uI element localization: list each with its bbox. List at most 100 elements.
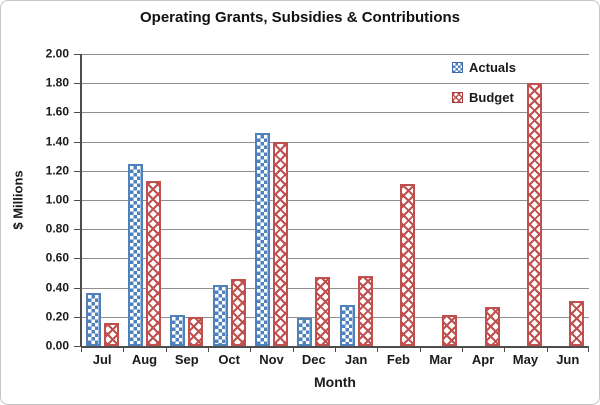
gridline bbox=[81, 83, 589, 85]
y-tick-label: 0.40 bbox=[45, 280, 69, 295]
x-tick-label: Mar bbox=[429, 352, 453, 367]
x-tick-label: Jun bbox=[556, 352, 580, 367]
bar-budget-feb bbox=[399, 183, 415, 346]
gridline bbox=[81, 54, 589, 55]
gridline bbox=[81, 258, 589, 260]
bar-group-jun bbox=[547, 54, 589, 346]
y-tick-label: 0.20 bbox=[45, 309, 69, 324]
y-tick bbox=[74, 346, 80, 347]
y-axis-labels: 2.00 1.80 1.60 1.40 1.20 1.00 0.80 0.60 0.40 0.20… bbox=[1, 47, 75, 353]
x-tick bbox=[546, 347, 548, 352]
y-tick-label: 1.60 bbox=[45, 105, 69, 120]
x-tick bbox=[123, 347, 125, 352]
bar-budget-dec bbox=[315, 277, 331, 346]
bar-group-may bbox=[504, 54, 546, 346]
bar-budget-mar bbox=[442, 315, 458, 346]
x-tick-label: May bbox=[512, 352, 539, 367]
x-axis-title: Month bbox=[314, 374, 356, 390]
x-tick bbox=[81, 347, 82, 352]
bar-actuals-oct bbox=[212, 284, 228, 346]
bar-group-apr bbox=[462, 54, 504, 346]
bar-budget-oct bbox=[230, 278, 246, 346]
y-tick-label: 1.80 bbox=[45, 75, 69, 90]
bar-group-feb bbox=[377, 54, 419, 346]
y-tick bbox=[74, 141, 80, 143]
x-tick bbox=[377, 347, 379, 352]
x-tick-label: Dec bbox=[301, 352, 326, 367]
bar-actuals-dec bbox=[297, 318, 313, 346]
bar-group-nov bbox=[250, 54, 292, 346]
x-tick-label: Nov bbox=[259, 352, 284, 367]
x-tick bbox=[419, 347, 421, 352]
bar-budget-aug bbox=[145, 181, 161, 346]
gridline bbox=[81, 200, 589, 201]
actuals-swatch-icon bbox=[452, 62, 463, 73]
bar-budget-jan bbox=[357, 275, 373, 346]
bar-group-jul bbox=[81, 54, 123, 346]
y-tick-label: 1.00 bbox=[45, 192, 69, 207]
bar-group-mar bbox=[420, 54, 462, 346]
y-tick bbox=[74, 54, 80, 55]
gridline bbox=[81, 287, 589, 289]
legend-label-actuals: Actuals bbox=[469, 60, 516, 75]
bar-actuals-jul bbox=[85, 293, 101, 346]
x-tick bbox=[292, 347, 294, 352]
x-tick-label: Sep bbox=[174, 352, 199, 367]
y-tick bbox=[74, 170, 80, 172]
bar-group-oct bbox=[208, 54, 250, 346]
x-tick bbox=[335, 347, 336, 352]
bar-budget-may bbox=[526, 83, 542, 346]
budget-swatch-icon bbox=[452, 92, 463, 103]
bar-group-sep bbox=[166, 54, 208, 346]
bar-actuals-jan bbox=[339, 305, 355, 346]
legend-label-budget: Budget bbox=[469, 90, 514, 105]
gridline bbox=[81, 112, 589, 114]
bar-actuals-sep bbox=[170, 315, 186, 346]
x-tick-label: Jul bbox=[92, 352, 112, 367]
x-tick-label: Aug bbox=[131, 352, 158, 367]
bar-actuals-nov bbox=[254, 132, 270, 346]
y-tick bbox=[74, 229, 80, 231]
x-tick bbox=[504, 347, 506, 352]
y-tick bbox=[74, 258, 80, 260]
gridline bbox=[81, 229, 589, 231]
bar-budget-apr bbox=[484, 306, 500, 346]
bar-budget-nov bbox=[272, 141, 288, 346]
x-tick bbox=[208, 347, 209, 352]
gridline bbox=[81, 170, 589, 172]
x-tick bbox=[165, 347, 167, 352]
y-tick bbox=[74, 83, 80, 85]
x-tick bbox=[462, 347, 463, 352]
y-tick-label: 0.60 bbox=[45, 251, 69, 266]
legend-item-budget: Budget bbox=[452, 90, 516, 105]
y-tick bbox=[74, 112, 80, 114]
bar-actuals-aug bbox=[127, 163, 143, 346]
y-tick bbox=[74, 287, 80, 289]
bar-group-aug bbox=[123, 54, 165, 346]
y-tick-label: 1.40 bbox=[45, 134, 69, 149]
y-tick bbox=[74, 200, 80, 201]
bars bbox=[81, 54, 589, 346]
y-tick-label: 0.80 bbox=[45, 221, 69, 236]
x-tick-label: Jan bbox=[344, 352, 368, 367]
x-tick bbox=[588, 347, 589, 352]
bar-group-dec bbox=[293, 54, 335, 346]
x-tick bbox=[250, 347, 252, 352]
bar-budget-jun bbox=[569, 300, 585, 346]
gridline bbox=[81, 141, 589, 143]
bar-budget-jul bbox=[103, 322, 119, 346]
y-tick bbox=[74, 316, 80, 318]
x-tick-label: Feb bbox=[386, 352, 411, 367]
bar-group-jan bbox=[335, 54, 377, 346]
legend-item-actuals: Actuals bbox=[452, 60, 516, 75]
x-tick-label: Apr bbox=[471, 352, 495, 367]
x-tick-label: Oct bbox=[218, 352, 240, 367]
plot-area bbox=[74, 54, 589, 352]
legend: Actuals Budget bbox=[452, 60, 516, 105]
y-axis-line bbox=[80, 54, 82, 347]
bar-budget-sep bbox=[188, 316, 204, 346]
chart-title: Operating Grants, Subsidies & Contributi… bbox=[139, 9, 461, 26]
y-tick-label: 1.20 bbox=[45, 163, 69, 178]
gridline bbox=[81, 316, 589, 318]
